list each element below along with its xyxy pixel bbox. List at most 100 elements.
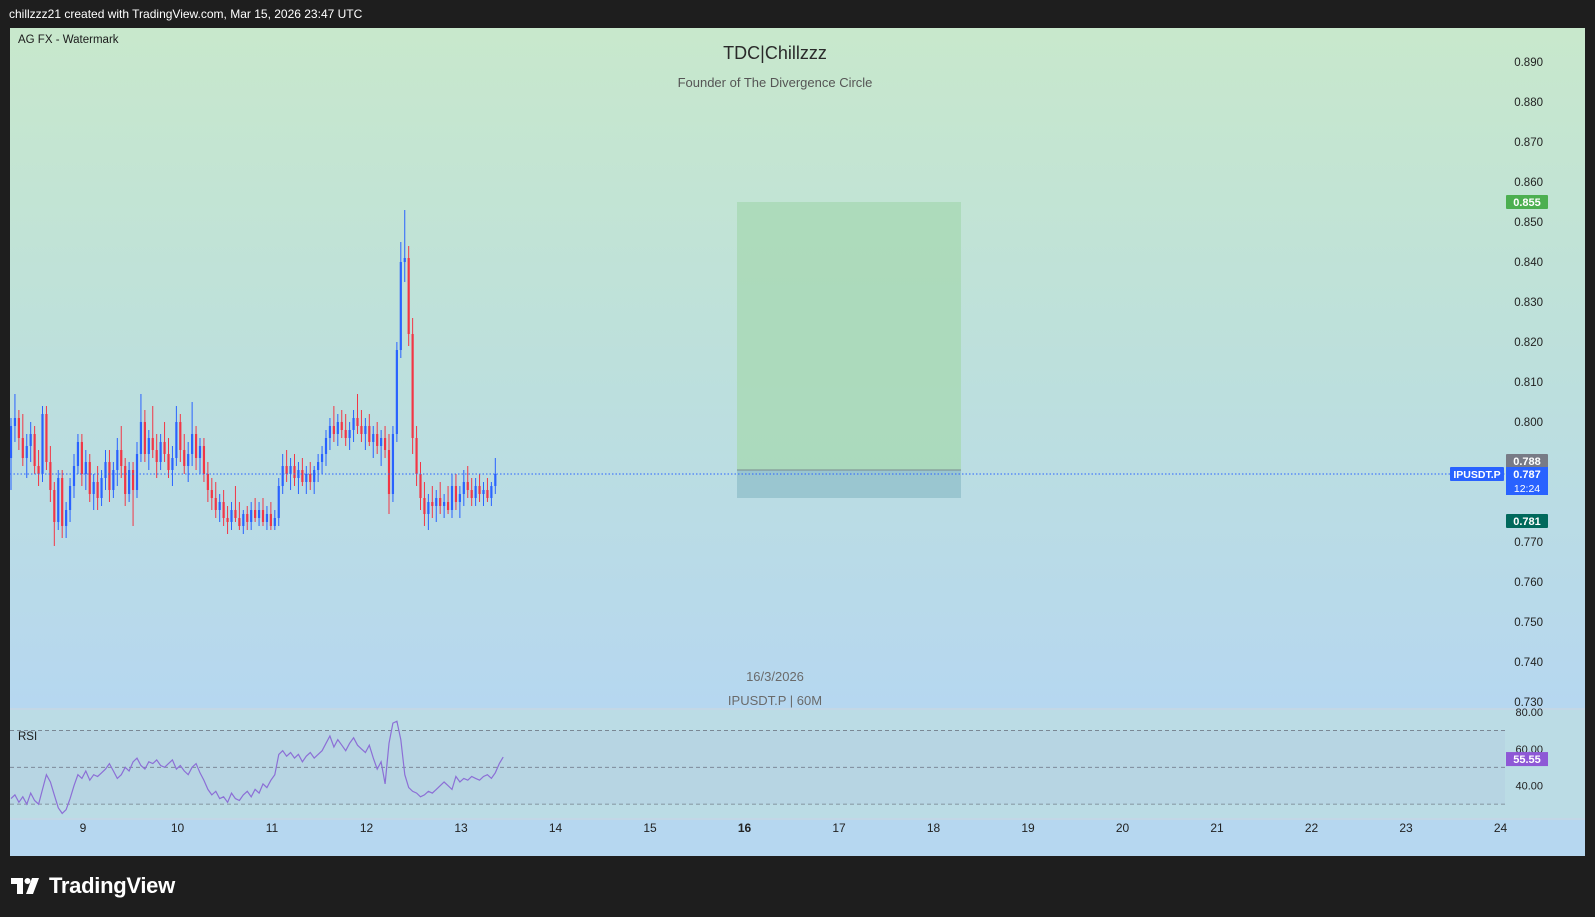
time-tick-label: 12 <box>360 821 374 835</box>
candle <box>72 454 76 498</box>
candle <box>135 442 139 498</box>
candle <box>191 402 194 466</box>
candle <box>112 462 115 498</box>
price-tick-label: 0.830 <box>1514 297 1543 309</box>
candle <box>454 474 458 510</box>
stop-zone <box>737 470 961 498</box>
candle <box>17 410 20 450</box>
candle <box>198 438 202 474</box>
candle <box>49 446 52 502</box>
candle <box>116 438 119 486</box>
chart-frame[interactable]: 0.890 0.880 0.870 0.860 0.850 0.840 0.830 0.820… <box>10 28 1585 856</box>
candle <box>171 446 174 486</box>
candle <box>108 450 111 502</box>
candle <box>143 410 146 462</box>
price-tick-label: 0.860 <box>1514 177 1543 189</box>
symbol-badge: IPUSDT.P <box>1450 467 1504 481</box>
candle <box>61 470 64 538</box>
brand-name: TradingView <box>49 873 175 898</box>
candle <box>332 406 335 442</box>
candle <box>285 450 288 482</box>
candle <box>179 414 182 462</box>
candle <box>214 482 217 518</box>
candle <box>13 394 17 442</box>
candle <box>234 486 237 522</box>
time-tick-label: 10 <box>171 821 185 835</box>
overlay-title: TDC|Chillzzz <box>723 43 827 63</box>
candle <box>277 478 280 526</box>
svg-text:55.55: 55.55 <box>1513 754 1541 766</box>
candle <box>202 438 206 482</box>
candle <box>494 458 497 494</box>
price-tick-label: 0.730 <box>1514 697 1543 709</box>
svg-text:0.788: 0.788 <box>1513 456 1541 468</box>
candle <box>128 462 131 502</box>
overlay-date: 16/3/2026 <box>746 669 804 684</box>
candle <box>57 470 60 530</box>
candle <box>187 442 190 482</box>
current-price-badge: 0.787 12:24 <box>1506 467 1548 495</box>
candle <box>490 482 493 506</box>
candle <box>324 430 328 466</box>
candle <box>68 478 72 522</box>
entry-price-badge: 0.788 <box>1506 454 1548 468</box>
candle <box>246 506 249 530</box>
candle <box>320 446 324 474</box>
candle <box>293 454 296 486</box>
candle <box>352 410 355 442</box>
candle <box>403 210 406 282</box>
candle <box>309 462 312 490</box>
candle <box>317 454 320 482</box>
candle <box>376 422 379 454</box>
time-tick-label: 18 <box>927 821 941 835</box>
price-tick-label: 0.760 <box>1514 577 1543 589</box>
candle <box>399 242 402 358</box>
svg-text:IPUSDT.P: IPUSDT.P <box>1453 469 1500 481</box>
candle <box>336 414 339 446</box>
price-tick-label: 0.820 <box>1514 337 1543 349</box>
time-tick-label: 19 <box>1021 821 1035 835</box>
candle <box>21 414 24 466</box>
overlay-subtitle: Founder of The Divergence Circle <box>677 75 873 90</box>
candle <box>427 494 430 530</box>
candle <box>395 342 398 442</box>
price-tick-label: 0.870 <box>1514 137 1543 149</box>
candle <box>53 482 56 546</box>
watermark-label: AG FX - Watermark <box>18 34 119 46</box>
candle <box>261 498 265 526</box>
candle <box>76 434 80 474</box>
time-tick-label: 16 <box>738 821 752 835</box>
candle <box>360 410 363 442</box>
chart-attribution: chillzzz21 created with TradingView.com,… <box>9 7 363 21</box>
chart-canvas[interactable]: 0.890 0.880 0.870 0.860 0.850 0.840 0.830 0.820… <box>10 28 1585 856</box>
rsi-tick-label: 80.00 <box>1515 707 1543 719</box>
candle <box>470 478 473 506</box>
candle <box>183 434 186 474</box>
candle <box>65 502 68 538</box>
time-tick-label: 24 <box>1494 821 1508 835</box>
time-tick-label: 15 <box>643 821 657 835</box>
time-tick-label: 17 <box>832 821 846 835</box>
candle <box>380 430 383 466</box>
candle <box>167 438 170 478</box>
price-tick-label: 0.840 <box>1514 257 1543 269</box>
candle <box>218 494 221 522</box>
candle <box>124 458 127 506</box>
candle <box>478 474 481 502</box>
candle <box>364 418 367 450</box>
candle <box>383 426 387 458</box>
price-tick-label: 0.770 <box>1514 537 1543 549</box>
price-tick-label: 0.740 <box>1514 657 1543 669</box>
candle <box>139 394 143 462</box>
price-tick-label: 0.850 <box>1514 217 1543 229</box>
price-tick-label: 0.880 <box>1514 97 1543 109</box>
candle <box>88 454 91 502</box>
rsi-value-badge: 55.55 <box>1506 752 1548 767</box>
candle <box>301 458 304 486</box>
candle <box>257 502 261 526</box>
time-tick-label: 23 <box>1399 821 1413 835</box>
candle <box>431 486 434 518</box>
candle <box>340 410 343 438</box>
tradingview-logo[interactable]: TradingView <box>11 873 175 899</box>
time-tick-label: 22 <box>1305 821 1319 835</box>
